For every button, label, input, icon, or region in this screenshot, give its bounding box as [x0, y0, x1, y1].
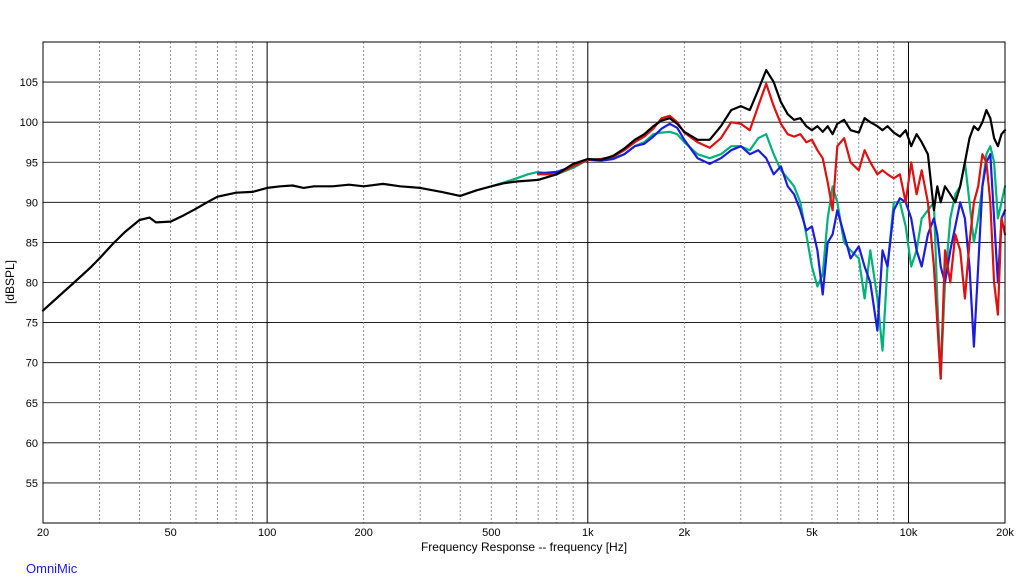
x-tick-label: 5k [806, 527, 818, 539]
y-tick-label: 70 [26, 358, 38, 370]
response-curve-4 [41, 69, 1007, 312]
response-curve-3 [537, 82, 1007, 380]
y-tick-label: 80 [26, 278, 38, 290]
y-tick-label: 65 [26, 398, 38, 410]
y-tick-label: 95 [26, 157, 38, 169]
omnimic-watermark: OmniMic [26, 561, 78, 576]
y-tick-label: 75 [26, 318, 38, 330]
x-tick-label: 10k [900, 527, 918, 539]
x-tick-label: 1k [582, 527, 594, 539]
x-axis-label: Frequency Response -- frequency [Hz] [421, 540, 627, 554]
y-tick-labels: 55 60 65 70 75 80 85 90 95 100 105 [20, 77, 38, 490]
x-tick-label: 20k [996, 527, 1014, 539]
x-tick-label: 2k [679, 527, 691, 539]
y-tick-label: 100 [20, 117, 38, 129]
y-tick-label: 85 [26, 237, 38, 249]
x-tick-label: 20 [37, 527, 49, 539]
response-curve-2 [537, 122, 1007, 348]
x-tick-label: 500 [482, 527, 500, 539]
y-tick-label: 90 [26, 197, 38, 209]
y-axis-label: [dBSPL] [3, 260, 17, 304]
x-tick-label: 50 [164, 527, 176, 539]
plot-frame [42, 41, 1006, 524]
grid [43, 42, 1005, 523]
y-tick-label: 105 [20, 77, 38, 89]
x-tick-labels: 20 50 100 200 500 1k 2k 5k 10k 20k [37, 527, 1014, 539]
x-tick-label: 200 [354, 527, 372, 539]
y-tick-label: 55 [26, 478, 38, 490]
response-curves [41, 69, 1007, 380]
y-tick-label: 60 [26, 438, 38, 450]
x-tick-label: 100 [258, 527, 276, 539]
